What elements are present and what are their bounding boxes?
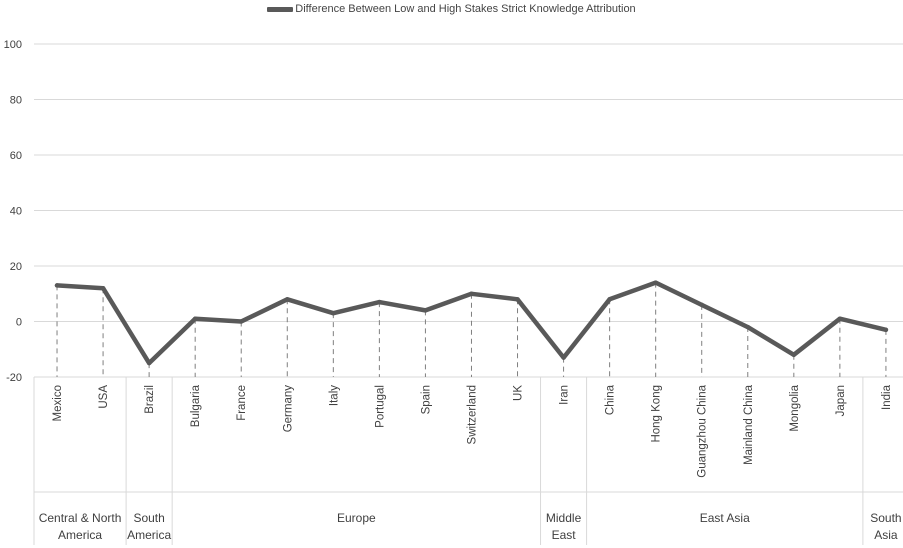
data-point xyxy=(377,299,382,305)
data-point xyxy=(239,319,244,324)
group-label: East Asia xyxy=(700,511,750,525)
data-point xyxy=(423,308,428,313)
x-tick-label: Switzerland xyxy=(466,385,478,444)
data-point xyxy=(54,283,60,288)
legend: Difference Between Low and High Stakes S… xyxy=(0,3,903,15)
x-tick-label: Hong Kong xyxy=(651,385,663,443)
x-tick-label: France xyxy=(236,385,248,421)
data-point xyxy=(100,286,106,291)
data-point xyxy=(607,297,612,302)
x-tick-label: Brazil xyxy=(144,385,156,414)
x-tick-label: Spain xyxy=(420,385,432,414)
data-point xyxy=(285,297,290,302)
x-tick-label: China xyxy=(605,384,617,415)
group-label: Middle East xyxy=(546,511,582,542)
y-tick-label: 100 xyxy=(4,39,22,51)
y-tick-label: 20 xyxy=(10,261,22,273)
group-label: Central & North America xyxy=(39,511,122,542)
legend-label: Difference Between Low and High Stakes S… xyxy=(295,3,636,16)
x-tick-label: Italy xyxy=(328,385,340,406)
data-point xyxy=(791,352,797,357)
x-tick-label: Mongolia xyxy=(789,384,801,431)
data-point xyxy=(146,360,152,366)
x-tick-label: Bulgaria xyxy=(190,384,202,427)
legend-swatch xyxy=(267,6,294,12)
data-point xyxy=(699,302,704,308)
x-tick-label: UK xyxy=(513,385,525,401)
y-tick-label: 40 xyxy=(10,206,22,218)
x-tick-label: Germany xyxy=(282,385,294,433)
group-label: South America xyxy=(127,511,171,542)
data-point xyxy=(192,316,198,321)
x-tick-label: India xyxy=(881,384,893,410)
x-tick-label: USA xyxy=(98,385,110,409)
data-point xyxy=(653,280,658,285)
data-point xyxy=(837,316,843,321)
x-tick-label: Japan xyxy=(835,385,847,416)
group-label: South Asia xyxy=(870,511,901,542)
y-tick-label: 80 xyxy=(10,95,22,107)
data-point xyxy=(561,355,566,360)
data-point xyxy=(331,310,336,316)
data-point xyxy=(515,297,520,302)
data-point xyxy=(883,327,889,333)
group-label: Europe xyxy=(337,511,376,525)
y-tick-label: -20 xyxy=(6,372,22,384)
data-point xyxy=(469,291,474,296)
x-tick-label: Portugal xyxy=(374,385,386,428)
y-tick-label: 60 xyxy=(10,150,22,162)
x-tick-label: Guangzhou China xyxy=(697,384,709,477)
x-tick-label: Mexico xyxy=(52,385,64,421)
x-tick-label: Mainland China xyxy=(743,384,755,465)
data-point xyxy=(745,324,750,330)
x-tick-label: Iran xyxy=(559,385,571,405)
y-tick-label: 0 xyxy=(16,317,22,329)
